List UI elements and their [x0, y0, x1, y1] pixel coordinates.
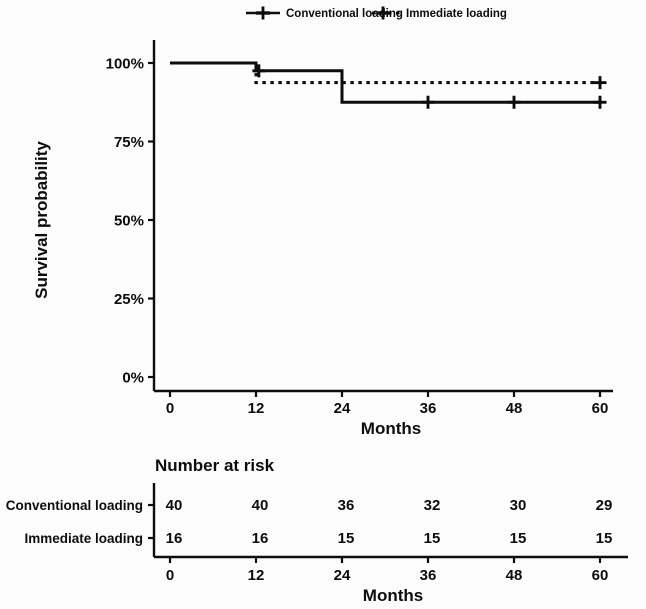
- legend-item-conventional: Conventional loading: [246, 6, 403, 20]
- risk-x-tick-label: 12: [248, 567, 265, 584]
- legend-label-immediate: Immediate loading: [406, 8, 507, 20]
- y-axis-title: Survival probability: [32, 141, 51, 299]
- risk-count-value: 15: [596, 530, 613, 547]
- y-tick-label: 75%: [114, 134, 144, 151]
- risk-x-tick-label: 0: [166, 567, 174, 584]
- survival-curve-conventional: [170, 61, 600, 104]
- x-tick-label: 36: [420, 400, 437, 417]
- risk-table-title: Number at risk: [155, 456, 275, 475]
- y-tick-label: 100%: [106, 56, 144, 73]
- legend: Conventional loading Immediate loading: [246, 6, 507, 20]
- y-tick-label: 0%: [122, 370, 144, 387]
- risk-count-value: 15: [424, 530, 441, 547]
- risk-count-value: 30: [510, 497, 527, 514]
- risk-x-tick-label: 24: [334, 567, 351, 584]
- x-tick-label: 60: [592, 400, 609, 417]
- survival-plot: Survival probability Months 100% 75% 50% 25…: [32, 40, 613, 438]
- risk-count-value: 16: [252, 530, 269, 547]
- plot-series: [170, 61, 607, 109]
- risk-count-value: 29: [596, 497, 613, 514]
- risk-row-label-immediate: Immediate loading: [24, 531, 143, 546]
- risk-count-value: 15: [510, 530, 527, 547]
- risk-count-value: 36: [338, 497, 355, 514]
- risk-count-value: 32: [424, 497, 441, 514]
- x-tick-label: 48: [506, 400, 523, 417]
- legend-label-conventional: Conventional loading: [286, 8, 403, 20]
- risk-x-tick-label: 36: [420, 567, 437, 584]
- plot-axes: 100% 75% 50% 25% 0% 0 12 24 36 48 60: [106, 40, 613, 417]
- x-axis-title: Months: [361, 419, 421, 438]
- risk-table-grid: 40 40 36 32 30 29 16 16 15 15 15 15 0 12 24 36 48 60: [148, 483, 628, 584]
- x-tick-label: 12: [248, 400, 265, 417]
- y-tick-label: 25%: [114, 291, 144, 308]
- x-tick-label: 24: [334, 400, 351, 417]
- risk-x-axis-title: Months: [363, 586, 423, 605]
- risk-count-value: 15: [338, 530, 355, 547]
- x-tick-label: 0: [166, 400, 174, 417]
- legend-item-immediate: Immediate loading: [372, 6, 507, 20]
- risk-count-value: 16: [166, 530, 183, 547]
- risk-x-tick-label: 48: [506, 567, 523, 584]
- y-tick-label: 50%: [114, 213, 144, 230]
- risk-count-value: 40: [166, 497, 183, 514]
- risk-table: Number at risk Conventional loading Imme…: [6, 456, 628, 605]
- risk-row-label-conventional: Conventional loading: [6, 498, 143, 513]
- risk-x-tick-label: 60: [592, 567, 609, 584]
- risk-count-value: 40: [252, 497, 269, 514]
